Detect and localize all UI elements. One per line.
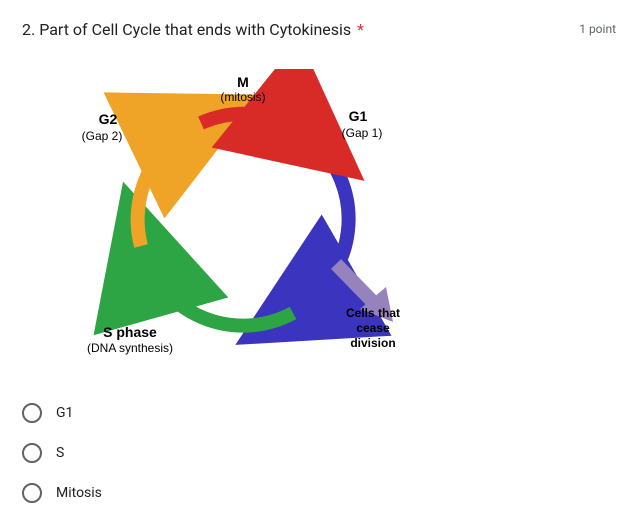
option-label: G1: [56, 405, 73, 421]
question-number: 2.: [22, 20, 35, 39]
question-text: 2. Part of Cell Cycle that ends with Cyt…: [22, 20, 364, 39]
option-g1[interactable]: G1: [22, 393, 616, 433]
label-s-sub: (DNA synthesis): [87, 341, 173, 355]
label-exit-1: Cells that: [346, 306, 400, 320]
option-label: Mitosis: [56, 485, 102, 501]
label-g2-sub: (Gap 2): [82, 129, 123, 143]
arc-s: [142, 249, 293, 326]
radio-icon: [22, 483, 42, 503]
option-mitosis[interactable]: Mitosis: [22, 473, 616, 513]
diagram-svg: M (mitosis) G2 (Gap 2) G1 (Gap 1) S phas…: [48, 69, 418, 369]
question-header: 2. Part of Cell Cycle that ends with Cyt…: [22, 20, 616, 39]
label-g1-title: G1: [349, 108, 368, 124]
label-g1-sub: (Gap 1): [342, 126, 383, 140]
radio-icon: [22, 403, 42, 423]
label-s-title: S phase: [103, 324, 157, 340]
options-group: G1 S Mitosis: [22, 393, 616, 513]
option-label: S: [56, 445, 64, 461]
arc-g1: [296, 142, 349, 310]
required-asterisk: *: [357, 20, 364, 39]
radio-icon: [22, 443, 42, 463]
label-g2-title: G2: [99, 111, 118, 127]
cell-cycle-diagram: M (mitosis) G2 (Gap 2) G1 (Gap 1) S phas…: [48, 69, 616, 373]
option-s[interactable]: S: [22, 433, 616, 473]
label-m-title: M: [237, 74, 249, 90]
label-exit-3: division: [350, 336, 395, 350]
arc-g2: [138, 125, 197, 246]
label-m-sub: (mitosis): [220, 90, 265, 104]
question-body: Part of Cell Cycle that ends with Cytoki…: [39, 20, 351, 39]
label-exit-2: cease: [356, 321, 390, 335]
points-label: 1 point: [579, 22, 616, 36]
arc-m: [201, 114, 310, 137]
